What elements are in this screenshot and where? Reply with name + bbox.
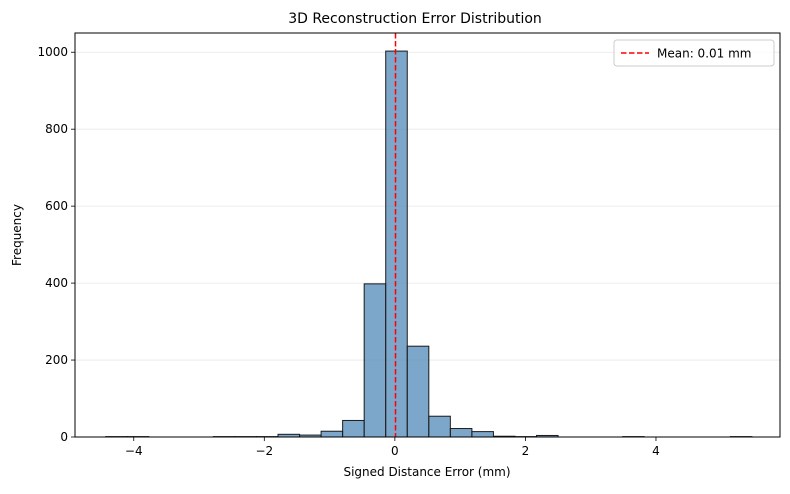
histogram-bar: [386, 51, 408, 437]
histogram-bar: [472, 432, 494, 437]
y-tick-label: 600: [45, 199, 68, 213]
x-tick-label: 2: [522, 444, 530, 458]
y-tick-label: 1000: [37, 45, 68, 59]
x-tick-label: 4: [652, 444, 660, 458]
y-tick-label: 400: [45, 276, 68, 290]
x-tick-label: −4: [125, 444, 143, 458]
y-tick-label: 0: [60, 430, 68, 444]
x-tick-label: 0: [391, 444, 399, 458]
histogram-bar: [364, 284, 386, 437]
histogram-bar: [343, 420, 365, 437]
legend: Mean: 0.01 mm: [614, 40, 774, 66]
chart-title: 3D Reconstruction Error Distribution: [288, 11, 542, 27]
histogram-bar: [450, 429, 472, 437]
x-tick-label: −2: [255, 444, 273, 458]
histogram-bar: [407, 346, 429, 437]
y-tick-label: 800: [45, 122, 68, 136]
histogram-bar: [321, 431, 343, 437]
x-axis-label: Signed Distance Error (mm): [343, 465, 510, 479]
legend-mean-label: Mean: 0.01 mm: [657, 47, 751, 61]
y-axis-label: Frequency: [10, 204, 24, 266]
y-tick-label: 200: [45, 353, 68, 367]
histogram-bar: [429, 416, 451, 437]
